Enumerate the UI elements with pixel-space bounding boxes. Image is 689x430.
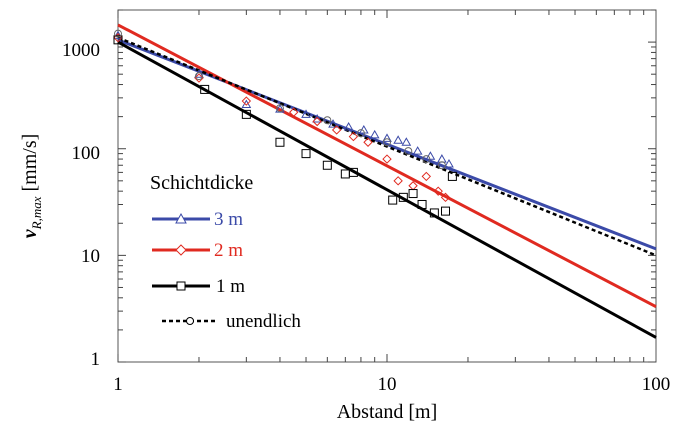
data-point-2m: [363, 137, 373, 147]
data-point-3m: [328, 119, 338, 128]
legend-label-3m: 3 m: [214, 209, 243, 230]
data-point-1m: [113, 35, 123, 45]
data-point-1m: [348, 167, 358, 177]
data-point-3m: [412, 146, 423, 155]
data-point-2m: [312, 116, 322, 127]
data-point-2m: [348, 131, 359, 142]
data-point-1m: [301, 149, 311, 159]
data-point-1m: [275, 137, 285, 147]
data-point-1m: [241, 109, 251, 119]
data-point-1m: [441, 206, 451, 216]
fit-line-unendlich: [117, 36, 657, 257]
legend-label-1m: 1 m: [216, 276, 245, 297]
y-axis-title: vR,max [mm/s]: [19, 134, 44, 239]
data-point-unendlich: [404, 147, 413, 156]
data-point-unendlich: [437, 161, 446, 170]
x-tick-label-1: 1: [113, 374, 123, 395]
data-point-1m: [398, 192, 408, 202]
data-point-unendlich: [422, 155, 431, 164]
data-point-1m: [388, 195, 398, 205]
legend-marker-1m: [176, 281, 186, 291]
data-point-3m: [241, 99, 252, 108]
y-tick-label-1000: 1000: [62, 40, 100, 61]
data-point-unendlich: [275, 104, 284, 113]
legend-entry-2m: 2 m: [152, 240, 243, 261]
data-markers: [113, 29, 457, 218]
data-point-1m: [429, 208, 439, 218]
data-point-unendlich: [356, 129, 365, 138]
legend-marker-unendlich: [186, 317, 194, 325]
data-point-3m: [382, 133, 392, 142]
data-point-1m: [447, 171, 457, 181]
data-point-2m: [382, 154, 392, 164]
data-point-2m: [440, 192, 451, 203]
x-tick-label-10: 10: [378, 374, 397, 395]
legend-marker-3m: [175, 212, 187, 224]
legend-entry-unendlich: unendlich: [162, 311, 301, 332]
data-point-unendlich: [114, 29, 122, 38]
data-point-3m: [437, 154, 447, 163]
legend-label-2m: 2 m: [214, 240, 243, 261]
data-point-3m: [393, 135, 403, 144]
data-point-2m: [421, 171, 432, 182]
data-point-2m: [289, 107, 299, 117]
data-point-unendlich: [194, 72, 203, 81]
data-point-3m: [369, 129, 380, 139]
data-point-3m: [444, 158, 454, 168]
legend-entry-3m: 3 m: [152, 209, 243, 230]
fit-line-1m: [117, 40, 657, 339]
data-point-1m: [417, 199, 427, 209]
y-axis-unit: [mm/s]: [19, 134, 41, 197]
data-point-3m: [301, 109, 311, 118]
data-point-1m: [200, 84, 210, 94]
data-point-2m: [433, 186, 443, 196]
fit-line-2m: [117, 23, 657, 309]
data-point-2m: [331, 125, 342, 135]
fit-lines: [117, 23, 657, 339]
data-point-1m: [322, 160, 332, 170]
y-axis-symbol: v: [19, 228, 41, 238]
legend-entry-1m: 1 m: [152, 276, 245, 297]
data-point-3m: [401, 137, 412, 146]
y-axis-subscript: R,max: [29, 196, 44, 230]
data-point-3m: [343, 121, 354, 131]
data-point-3m: [312, 114, 323, 123]
axis-ticks: [117, 9, 656, 363]
legend-marker-2m: [175, 244, 187, 256]
x-axis-title: Abstand [m]: [337, 401, 438, 423]
data-point-unendlich: [323, 116, 332, 125]
data-point-2m: [194, 73, 204, 83]
data-point-1m: [408, 189, 418, 199]
legend-title: Schichtdicke: [150, 172, 253, 194]
data-point-unendlich: [383, 138, 391, 147]
legend: Schichtdicke 3 m 2 m 1 m unendlich: [150, 172, 301, 332]
y-tick-label-10: 10: [81, 246, 100, 267]
y-tick-label-100: 100: [72, 143, 101, 164]
data-point-1m: [340, 169, 350, 179]
data-point-3m: [194, 69, 204, 78]
legend-label-unendlich: unendlich: [226, 311, 301, 332]
fit-line-3m: [117, 38, 657, 251]
x-tick-label-100: 100: [642, 374, 671, 395]
y-tick-label-1: 1: [91, 349, 101, 370]
data-point-2m: [408, 181, 418, 191]
data-point-2m: [393, 176, 403, 186]
data-point-2m: [241, 96, 252, 106]
